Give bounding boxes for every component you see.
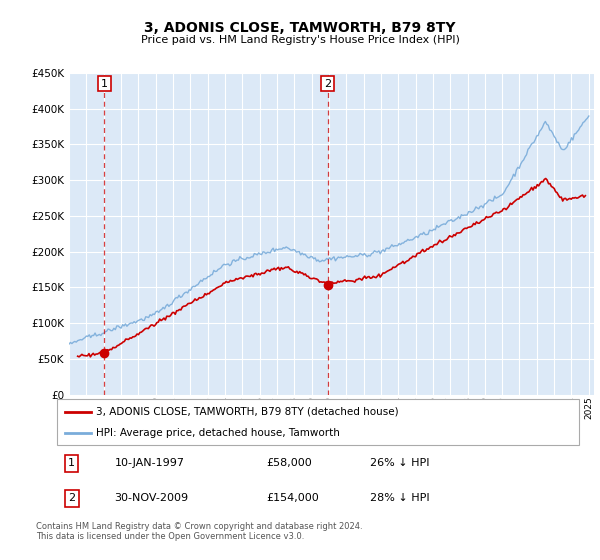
- Text: £154,000: £154,000: [266, 493, 319, 503]
- Text: 1: 1: [101, 78, 108, 88]
- Text: 10-JAN-1997: 10-JAN-1997: [115, 459, 184, 468]
- FancyBboxPatch shape: [57, 399, 579, 445]
- Text: HPI: Average price, detached house, Tamworth: HPI: Average price, detached house, Tamw…: [96, 428, 340, 438]
- Text: 26% ↓ HPI: 26% ↓ HPI: [370, 459, 430, 468]
- Text: 1: 1: [68, 459, 75, 468]
- Text: 2: 2: [324, 78, 331, 88]
- Text: 28% ↓ HPI: 28% ↓ HPI: [370, 493, 430, 503]
- Text: Price paid vs. HM Land Registry's House Price Index (HPI): Price paid vs. HM Land Registry's House …: [140, 35, 460, 45]
- Text: Contains HM Land Registry data © Crown copyright and database right 2024.
This d: Contains HM Land Registry data © Crown c…: [36, 522, 362, 542]
- Text: £58,000: £58,000: [266, 459, 311, 468]
- Text: 3, ADONIS CLOSE, TAMWORTH, B79 8TY (detached house): 3, ADONIS CLOSE, TAMWORTH, B79 8TY (deta…: [96, 407, 399, 417]
- Text: 30-NOV-2009: 30-NOV-2009: [115, 493, 188, 503]
- Text: 3, ADONIS CLOSE, TAMWORTH, B79 8TY: 3, ADONIS CLOSE, TAMWORTH, B79 8TY: [144, 21, 456, 35]
- Text: 2: 2: [68, 493, 75, 503]
